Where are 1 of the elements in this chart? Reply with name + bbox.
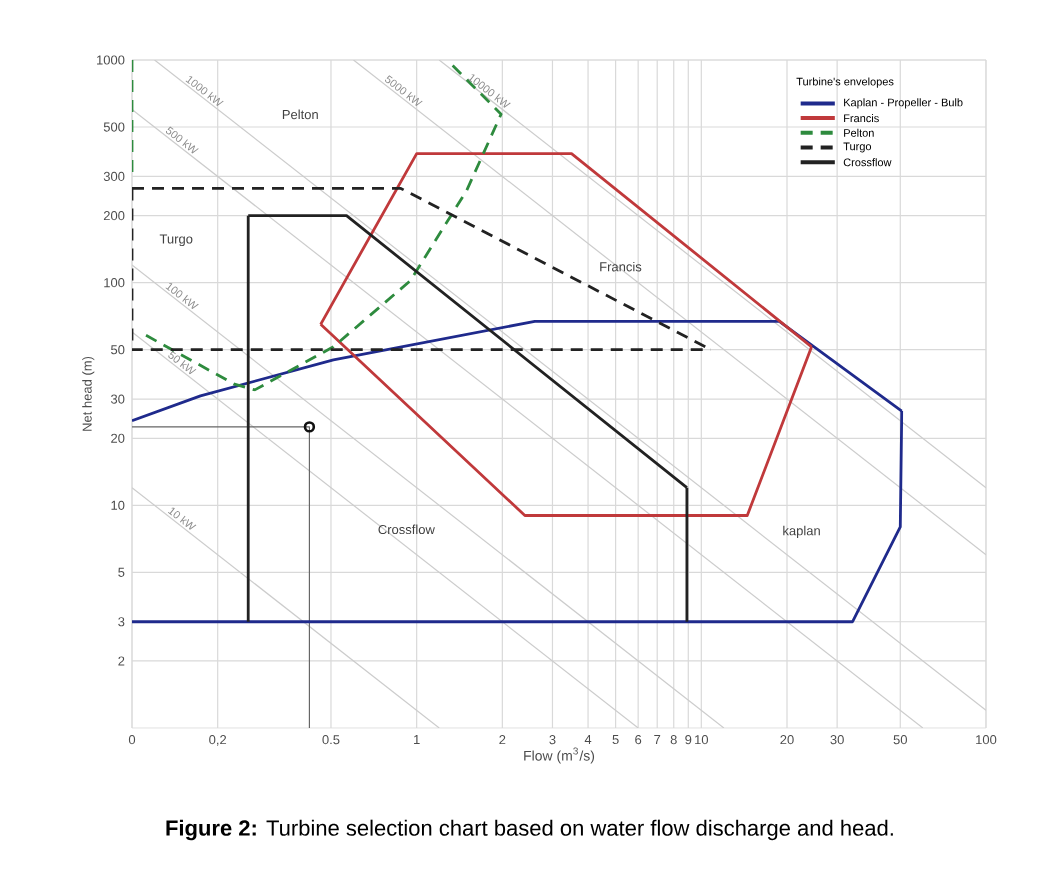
- text: Figure 2: Turbine selection chart based on water flow discharge and head.: [166, 819, 893, 841]
